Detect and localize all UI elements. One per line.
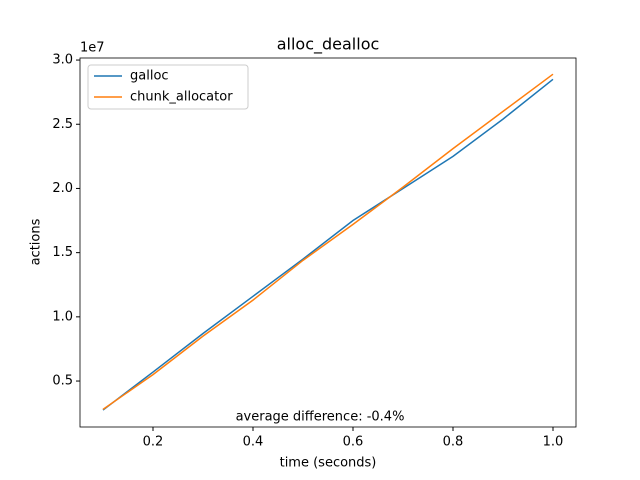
y-tick-label: 1.5 xyxy=(52,245,73,260)
x-tick-label: 0.2 xyxy=(143,435,164,450)
legend-label: chunk_allocator xyxy=(130,90,233,105)
x-axis-label: time (seconds) xyxy=(280,456,377,471)
y-tick-label: 0.5 xyxy=(52,374,73,389)
plot-frame xyxy=(79,57,577,428)
y-axis-label: actions xyxy=(29,218,44,265)
series-line xyxy=(102,73,554,411)
y-tick-label: 1.0 xyxy=(52,309,73,324)
y-offset-label: 1e7 xyxy=(80,41,105,56)
legend-label: galloc xyxy=(130,69,169,84)
annotation: average difference: -0.4% xyxy=(236,410,405,425)
x-tick-label: 0.4 xyxy=(243,435,264,450)
x-tick-label: 0.6 xyxy=(343,435,364,450)
x-tick-label: 1.0 xyxy=(543,435,564,450)
y-tick-label: 2.0 xyxy=(52,181,73,196)
chart-title: alloc_dealloc xyxy=(277,35,380,55)
series-line xyxy=(102,78,554,411)
y-tick-label: 2.5 xyxy=(52,117,73,132)
y-tick-label: 3.0 xyxy=(52,53,73,68)
x-tick-label: 0.8 xyxy=(443,435,464,450)
legend-box xyxy=(87,64,249,110)
